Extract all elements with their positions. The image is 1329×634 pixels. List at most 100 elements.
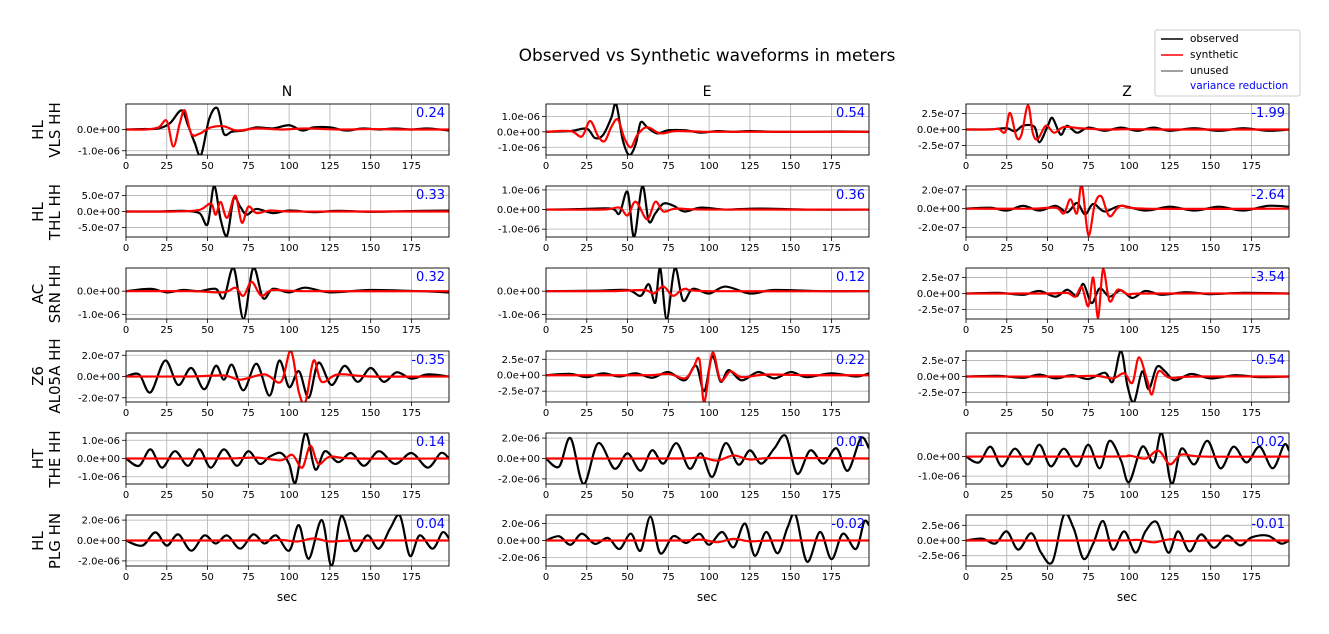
y-tick-label: 2.0e-07 (82, 351, 120, 362)
y-tick-label: -2.5e-07 (918, 388, 960, 399)
station-label-3-network: Z6 (29, 366, 47, 386)
x-tick-label: 75 (662, 161, 675, 172)
y-tick-label: 0.0e+00 (77, 207, 120, 218)
x-tick-label: 175 (1242, 490, 1261, 501)
y-tick-label: -2.5e-07 (918, 141, 960, 152)
y-tick-label: 0.0e+00 (497, 371, 540, 382)
y-tick-label: 0.0e+00 (917, 289, 960, 300)
x-tick-label: 150 (361, 572, 380, 583)
y-tick-label: 5.0e-07 (82, 191, 120, 202)
x-tick-label: 25 (580, 325, 593, 336)
x-tick-label: 75 (662, 572, 675, 583)
x-tick-label: 50 (621, 243, 634, 254)
x-tick-label: 0 (123, 572, 129, 583)
traces-r1-z (966, 186, 1289, 237)
x-tick-label: 25 (160, 490, 173, 501)
x-tick-label: 0 (123, 490, 129, 501)
x-tick-label: 100 (1120, 325, 1139, 336)
x-tick-label: 0 (123, 325, 129, 336)
legend: observed synthetic unused variance reduc… (1154, 29, 1301, 97)
panel-r4-n: 0 25 50 75 100 125 150 175 1.0e-06 0.0e+00 -1.0e-0… (77, 432, 450, 501)
x-tick-label: 175 (1242, 161, 1261, 172)
x-tick-label: 125 (320, 490, 339, 501)
traces-r2-z (966, 268, 1289, 319)
y-tick-label: -2.0e-07 (918, 223, 960, 234)
x-tick-label: 50 (201, 408, 214, 419)
variance-reduction-label: 0.01 (836, 435, 865, 450)
traces-r4-e (546, 434, 869, 484)
x-tick-label: 0 (543, 490, 549, 501)
traces-r4-n (126, 433, 449, 484)
traces-r4-z (966, 433, 1289, 484)
panel-frame (965, 432, 1290, 485)
x-tick-label: 50 (1041, 161, 1054, 172)
synthetic-trace (126, 280, 449, 298)
x-tick-label: 50 (201, 325, 214, 336)
x-tick-label: 50 (201, 490, 214, 501)
x-tick-label: 150 (781, 161, 800, 172)
x-tick-label: 50 (1041, 325, 1054, 336)
x-tick-label: 25 (580, 490, 593, 501)
synthetic-trace (966, 268, 1289, 319)
x-tick-label: 175 (402, 572, 421, 583)
y-tick-label: -1.0e-06 (78, 310, 120, 321)
x-tick-label: 150 (361, 243, 380, 254)
variance-reduction-label: -3.54 (1251, 270, 1285, 285)
panel-r0-n: 0 25 50 75 100 125 150 175 0.0e+00 -1.0e-06 0.24 (77, 103, 450, 172)
panel-r2-n: 0 25 50 75 100 125 150 175 0.0e+00 -1.0e-06 0.32 (77, 267, 450, 336)
x-tick-label: 25 (1000, 243, 1013, 254)
variance-reduction-label: 0.12 (836, 270, 865, 285)
x-tick-label: 125 (320, 572, 339, 583)
y-tick-label: 2.0e-06 (502, 434, 540, 445)
x-tick-label: 0 (543, 161, 549, 172)
x-tick-label: 75 (1082, 490, 1095, 501)
x-tick-label: 50 (621, 408, 634, 419)
x-tick-label: 75 (242, 408, 255, 419)
waveform-panels: 0 25 50 75 100 125 150 175 0.0e+00 -1.0e-06 0.24 0 2… (77, 103, 1290, 583)
observed-trace (546, 515, 869, 563)
x-tick-label: 150 (781, 408, 800, 419)
x-tick-label: 100 (700, 161, 719, 172)
x-tick-label: 150 (1201, 490, 1220, 501)
station-label-3-station: AL05A HH (46, 338, 64, 413)
variance-reduction-label: -0.02 (1251, 435, 1285, 450)
synthetic-trace (966, 186, 1289, 237)
x-tick-label: 175 (1242, 325, 1261, 336)
x-tick-label: 25 (160, 408, 173, 419)
traces-r5-n (126, 515, 449, 566)
x-tick-label: 0 (963, 572, 969, 583)
y-tick-label: 1.0e-06 (502, 112, 540, 123)
y-tick-label: 0.0e+00 (497, 127, 540, 138)
x-tick-label: 75 (1082, 408, 1095, 419)
x-tick-label: 150 (361, 161, 380, 172)
legend-unused-label: unused (1190, 65, 1229, 77)
y-tick-label: 0.0e+00 (77, 454, 120, 465)
synthetic-trace (546, 118, 869, 149)
x-tick-label: 75 (662, 408, 675, 419)
y-tick-label: -5.0e-07 (78, 223, 120, 234)
x-tick-label: 150 (1201, 572, 1220, 583)
station-label-1-network: HL (29, 202, 47, 222)
x-tick-label: 0 (543, 572, 549, 583)
y-tick-label: -1.0e-06 (78, 472, 120, 483)
x-tick-label: 50 (621, 161, 634, 172)
x-tick-label: 100 (700, 490, 719, 501)
x-tick-label: 50 (201, 161, 214, 172)
y-tick-label: 0.0e+00 (497, 205, 540, 216)
x-tick-label: 175 (1242, 572, 1261, 583)
x-tick-label: 150 (1201, 408, 1220, 419)
x-tick-label: 25 (1000, 490, 1013, 501)
x-tick-label: 125 (1160, 161, 1179, 172)
variance-reduction-label: -0.02 (831, 517, 865, 532)
column-title-e: E (703, 84, 712, 100)
x-tick-label: 175 (822, 161, 841, 172)
x-tick-label: 100 (1120, 572, 1139, 583)
y-tick-label: 0.0e+00 (77, 536, 120, 547)
x-tick-label: 0 (123, 408, 129, 419)
x-tick-label: 75 (1082, 243, 1095, 254)
legend-frame (1154, 29, 1301, 97)
x-tick-label: 0 (123, 161, 129, 172)
x-tick-label: 125 (1160, 325, 1179, 336)
x-tick-label: 75 (242, 572, 255, 583)
synthetic-trace (546, 285, 869, 297)
